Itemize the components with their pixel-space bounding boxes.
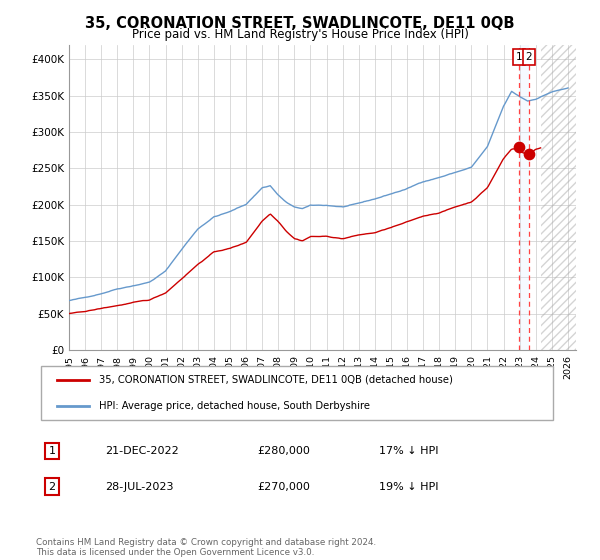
Bar <box>519 45 529 350</box>
Text: 35, CORONATION STREET, SWADLINCOTE, DE11 0QB (detached house): 35, CORONATION STREET, SWADLINCOTE, DE11… <box>100 375 453 385</box>
FancyBboxPatch shape <box>41 366 553 421</box>
Text: £280,000: £280,000 <box>258 446 311 456</box>
Text: 2: 2 <box>526 52 532 62</box>
Text: 19% ↓ HPI: 19% ↓ HPI <box>379 482 439 492</box>
Text: 21-DEC-2022: 21-DEC-2022 <box>104 446 178 456</box>
Point <box>514 142 524 151</box>
Point <box>524 150 533 158</box>
Text: 35, CORONATION STREET, SWADLINCOTE, DE11 0QB: 35, CORONATION STREET, SWADLINCOTE, DE11… <box>85 16 515 31</box>
Text: Contains HM Land Registry data © Crown copyright and database right 2024.
This d: Contains HM Land Registry data © Crown c… <box>36 538 376 557</box>
Text: 1: 1 <box>516 52 523 62</box>
Text: £270,000: £270,000 <box>258 482 311 492</box>
Text: 17% ↓ HPI: 17% ↓ HPI <box>379 446 439 456</box>
Text: 2: 2 <box>48 482 55 492</box>
Text: 1: 1 <box>49 446 55 456</box>
Text: 28-JUL-2023: 28-JUL-2023 <box>104 482 173 492</box>
Text: Price paid vs. HM Land Registry's House Price Index (HPI): Price paid vs. HM Land Registry's House … <box>131 28 469 41</box>
Text: HPI: Average price, detached house, South Derbyshire: HPI: Average price, detached house, Sout… <box>100 402 370 412</box>
